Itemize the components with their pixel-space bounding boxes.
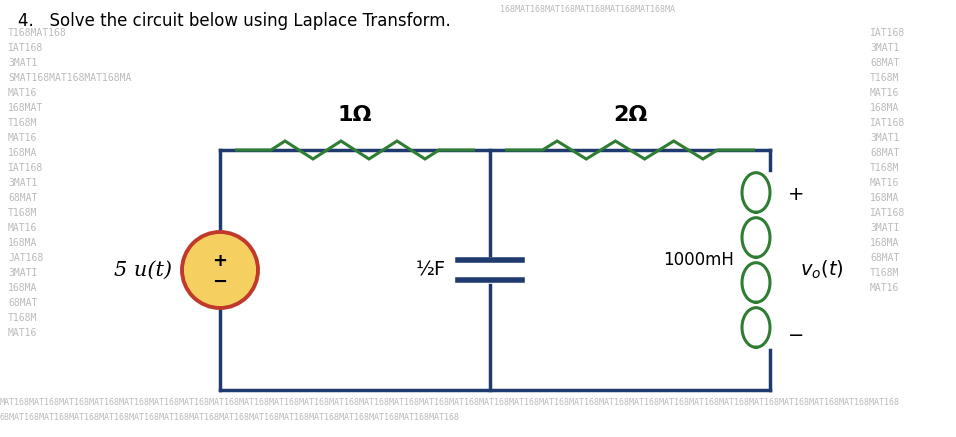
Text: IAT168: IAT168 (870, 118, 905, 128)
Text: IAT168: IAT168 (8, 43, 43, 53)
Text: 168MAT168MAT168MAT168MAT168MAT168MA: 168MAT168MAT168MAT168MAT168MAT168MA (500, 5, 675, 14)
Text: 68MAT168MAT168MAT168MAT168MAT168MAT168MAT168MAT168MAT168MAT168MAT168MAT168MAT168: 68MAT168MAT168MAT168MAT168MAT168MAT168MA… (0, 413, 460, 422)
Text: 1Ω: 1Ω (337, 105, 372, 125)
Text: 168MA: 168MA (870, 238, 900, 248)
Text: T168M: T168M (870, 73, 900, 83)
Text: 168MA: 168MA (8, 238, 37, 248)
Text: 68MAT: 68MAT (870, 58, 900, 68)
Text: 3MATI: 3MATI (870, 223, 900, 233)
Text: 4.   Solve the circuit below using Laplace Transform.: 4. Solve the circuit below using Laplace… (18, 12, 450, 30)
Text: T168M: T168M (8, 118, 37, 128)
Text: 1000mH: 1000mH (663, 251, 734, 269)
Text: T168M: T168M (870, 163, 900, 173)
Text: 168MA: 168MA (8, 283, 37, 293)
Text: 3MATI: 3MATI (8, 268, 37, 278)
Text: IAT168: IAT168 (8, 163, 43, 173)
Text: 68MAT: 68MAT (870, 253, 900, 263)
Text: MAT16: MAT16 (8, 133, 37, 143)
Text: MAT16: MAT16 (8, 88, 37, 98)
Text: T168M: T168M (8, 208, 37, 218)
Text: MAT16: MAT16 (8, 328, 37, 338)
Text: SMAT168MAT168MAT168MA: SMAT168MAT168MAT168MA (8, 73, 131, 83)
Text: MAT16: MAT16 (870, 178, 900, 188)
Text: T168MAT168: T168MAT168 (8, 28, 67, 38)
Text: −: − (788, 326, 804, 344)
Text: 3MAT1: 3MAT1 (8, 178, 37, 188)
Text: 5 u(t): 5 u(t) (114, 260, 172, 280)
Text: $v_o(t)$: $v_o(t)$ (800, 259, 843, 281)
Text: −: − (212, 273, 228, 291)
Text: +: + (788, 185, 805, 205)
Text: JAT168: JAT168 (8, 253, 43, 263)
Text: 3MAT1: 3MAT1 (870, 133, 900, 143)
Text: 68MAT: 68MAT (870, 148, 900, 158)
Text: IAT168: IAT168 (870, 28, 905, 38)
Text: MAT168MAT168MAT168MAT168MAT168MAT168MAT168MAT168MAT168MAT168MAT168MAT168MAT168MA: MAT168MAT168MAT168MAT168MAT168MAT168MAT1… (0, 398, 900, 407)
Text: 168MA: 168MA (870, 103, 900, 113)
Text: 3MAT1: 3MAT1 (8, 58, 37, 68)
Text: T168M: T168M (870, 268, 900, 278)
Text: 168MA: 168MA (870, 193, 900, 203)
Text: T168M: T168M (8, 313, 37, 323)
Text: MAT16: MAT16 (870, 283, 900, 293)
Text: 168MA: 168MA (8, 148, 37, 158)
Text: IAT168: IAT168 (870, 208, 905, 218)
Text: MAT16: MAT16 (8, 223, 37, 233)
Circle shape (182, 232, 258, 308)
Text: +: + (212, 252, 228, 270)
Text: 2Ω: 2Ω (613, 105, 647, 125)
Text: MAT16: MAT16 (870, 88, 900, 98)
Text: 168MAT: 168MAT (8, 103, 43, 113)
Text: 68MAT: 68MAT (8, 193, 37, 203)
Text: ½F: ½F (416, 260, 446, 280)
Text: 68MAT: 68MAT (8, 298, 37, 308)
Text: 3MAT1: 3MAT1 (870, 43, 900, 53)
